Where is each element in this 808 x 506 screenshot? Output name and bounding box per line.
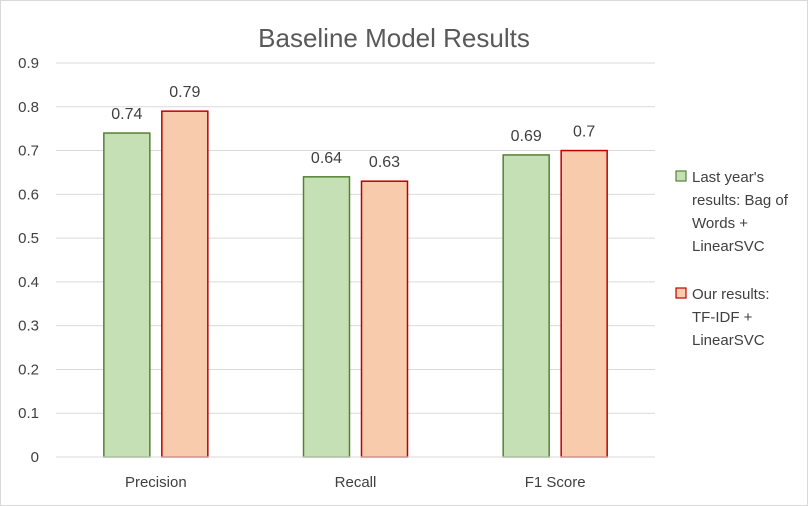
legend-label-line: Last year's <box>692 169 764 186</box>
y-tick-label: 0.3 <box>18 318 39 335</box>
data-label: 0.79 <box>169 84 200 101</box>
x-category-label: Precision <box>125 474 187 491</box>
legend: Last year's results: Bag of Words + LinearS… <box>675 169 789 349</box>
y-tick-label: 0.2 <box>18 361 39 378</box>
y-tick-label: 0.8 <box>18 99 39 116</box>
data-label: 0.63 <box>369 154 400 171</box>
y-tick-label: 0.4 <box>18 274 39 291</box>
y-tick-label: 0 <box>31 449 39 466</box>
y-tick-label: 0.6 <box>18 186 39 203</box>
legend-swatch-2 <box>675 287 687 299</box>
x-category-label: Recall <box>335 474 377 491</box>
bar-series-2-recall <box>360 180 409 458</box>
bar-series-1-f1-score <box>502 154 550 458</box>
legend-label-line: Words + <box>692 215 748 232</box>
data-label: 0.69 <box>511 128 542 145</box>
legend-label-line: Our results: <box>692 286 770 303</box>
legend-swatch-1 <box>675 170 687 182</box>
x-category-label: F1 Score <box>525 474 586 491</box>
gridlines <box>56 62 655 414</box>
y-tick-label: 0.5 <box>18 230 39 247</box>
chart-title: Baseline Model Results <box>258 23 530 53</box>
legend-label-line: results: Bag of <box>692 192 789 209</box>
legend-label-line: LinearSVC <box>692 332 765 349</box>
legend-label-line: TF-IDF + <box>692 309 753 326</box>
data-label: 0.7 <box>573 124 595 141</box>
y-tick-label: 0.1 <box>18 405 39 422</box>
bars <box>103 110 608 458</box>
data-label: 0.74 <box>111 106 142 123</box>
bar-series-2-f1-score <box>560 149 608 458</box>
y-tick-label: 0.9 <box>18 55 39 72</box>
y-tick-label: 0.7 <box>18 143 39 160</box>
bar-series-1-recall <box>302 176 351 458</box>
legend-label-line: LinearSVC <box>692 238 765 255</box>
x-axis-categories: Precision Recall F1 Score <box>125 474 586 491</box>
y-axis-ticks: 0 0.1 0.2 0.3 0.4 0.5 0.6 0.7 0.8 0.9 <box>18 55 39 466</box>
bar-series-1-precision <box>103 132 151 458</box>
data-labels: 0.74 0.79 0.64 0.63 0.69 0.7 <box>111 84 595 171</box>
data-label: 0.64 <box>311 150 342 167</box>
bar-series-2-precision <box>161 110 209 458</box>
